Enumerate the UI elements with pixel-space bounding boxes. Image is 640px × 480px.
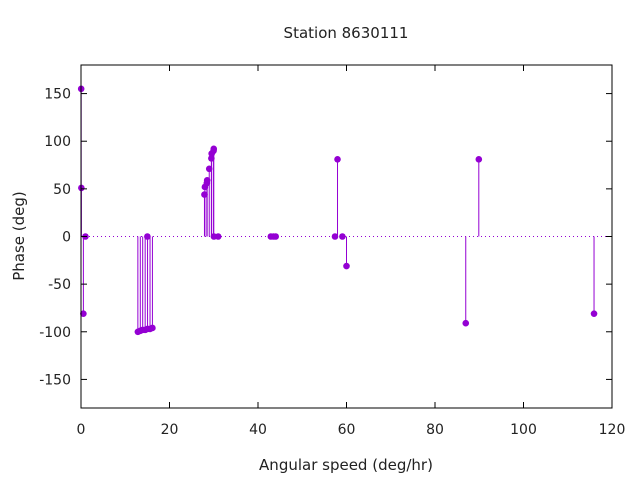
data-point bbox=[201, 191, 208, 198]
data-point bbox=[144, 233, 151, 240]
data-point bbox=[272, 233, 280, 240]
data-point bbox=[208, 155, 215, 162]
data-point bbox=[590, 310, 598, 317]
x-axis-title: Angular speed (deg/hr) bbox=[259, 456, 433, 474]
x-tick-label: 0 bbox=[77, 422, 86, 438]
x-tick-label: 60 bbox=[338, 422, 356, 438]
data-point bbox=[334, 156, 341, 163]
chart-title: Station 8630111 bbox=[284, 24, 409, 42]
data-point bbox=[149, 324, 156, 332]
data-point bbox=[339, 233, 346, 240]
y-tick-label: -150 bbox=[39, 372, 71, 388]
impulse-layer bbox=[80, 88, 595, 332]
y-tick-label: -50 bbox=[48, 277, 71, 293]
x-tick-label: 120 bbox=[599, 422, 626, 438]
data-point bbox=[80, 310, 87, 317]
x-tick-label: 80 bbox=[426, 422, 444, 438]
data-point bbox=[214, 233, 222, 240]
y-axis: -150 -100 -50 0 50 100 150 bbox=[39, 87, 612, 388]
data-point bbox=[205, 165, 213, 173]
data-point bbox=[203, 176, 211, 184]
y-tick-label: 150 bbox=[44, 87, 71, 103]
x-tick-label: 40 bbox=[249, 422, 267, 438]
x-tick-label: 100 bbox=[510, 422, 537, 438]
data-point bbox=[210, 145, 218, 153]
y-tick-label: 100 bbox=[44, 134, 71, 150]
data-point bbox=[331, 233, 339, 240]
data-point bbox=[343, 262, 350, 270]
x-axis: 0 20 40 60 80 100 120 bbox=[77, 65, 626, 438]
data-point bbox=[475, 156, 483, 163]
y-axis-title: Phase (deg) bbox=[10, 191, 28, 281]
y-tick-label: 0 bbox=[62, 230, 71, 246]
y-tick-label: 50 bbox=[53, 182, 71, 198]
data-point bbox=[462, 319, 470, 327]
y-tick-label: -100 bbox=[39, 325, 71, 341]
x-tick-label: 20 bbox=[161, 422, 179, 438]
